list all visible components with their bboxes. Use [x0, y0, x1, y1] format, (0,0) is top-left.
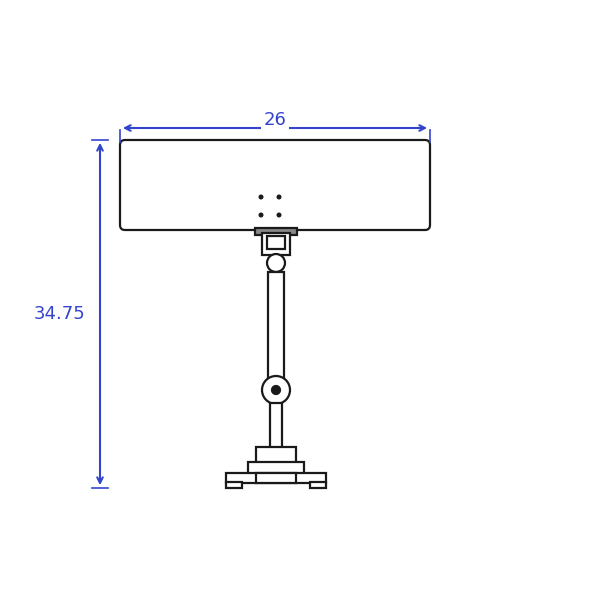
- Circle shape: [262, 376, 290, 404]
- Circle shape: [272, 386, 280, 394]
- Bar: [256, 447, 296, 463]
- Bar: [267, 236, 285, 249]
- Bar: [256, 473, 296, 483]
- Bar: [226, 473, 326, 483]
- Bar: [226, 482, 242, 488]
- Circle shape: [277, 212, 281, 217]
- FancyBboxPatch shape: [120, 140, 430, 230]
- Bar: [248, 462, 304, 474]
- Bar: [255, 228, 297, 235]
- Circle shape: [259, 212, 263, 217]
- Bar: [310, 482, 326, 488]
- Text: 34.75: 34.75: [34, 305, 86, 323]
- Bar: [268, 272, 284, 382]
- Circle shape: [277, 194, 281, 199]
- Bar: [262, 233, 290, 255]
- Text: 26: 26: [263, 111, 286, 129]
- Circle shape: [259, 194, 263, 199]
- Circle shape: [267, 254, 285, 272]
- Bar: [270, 403, 282, 448]
